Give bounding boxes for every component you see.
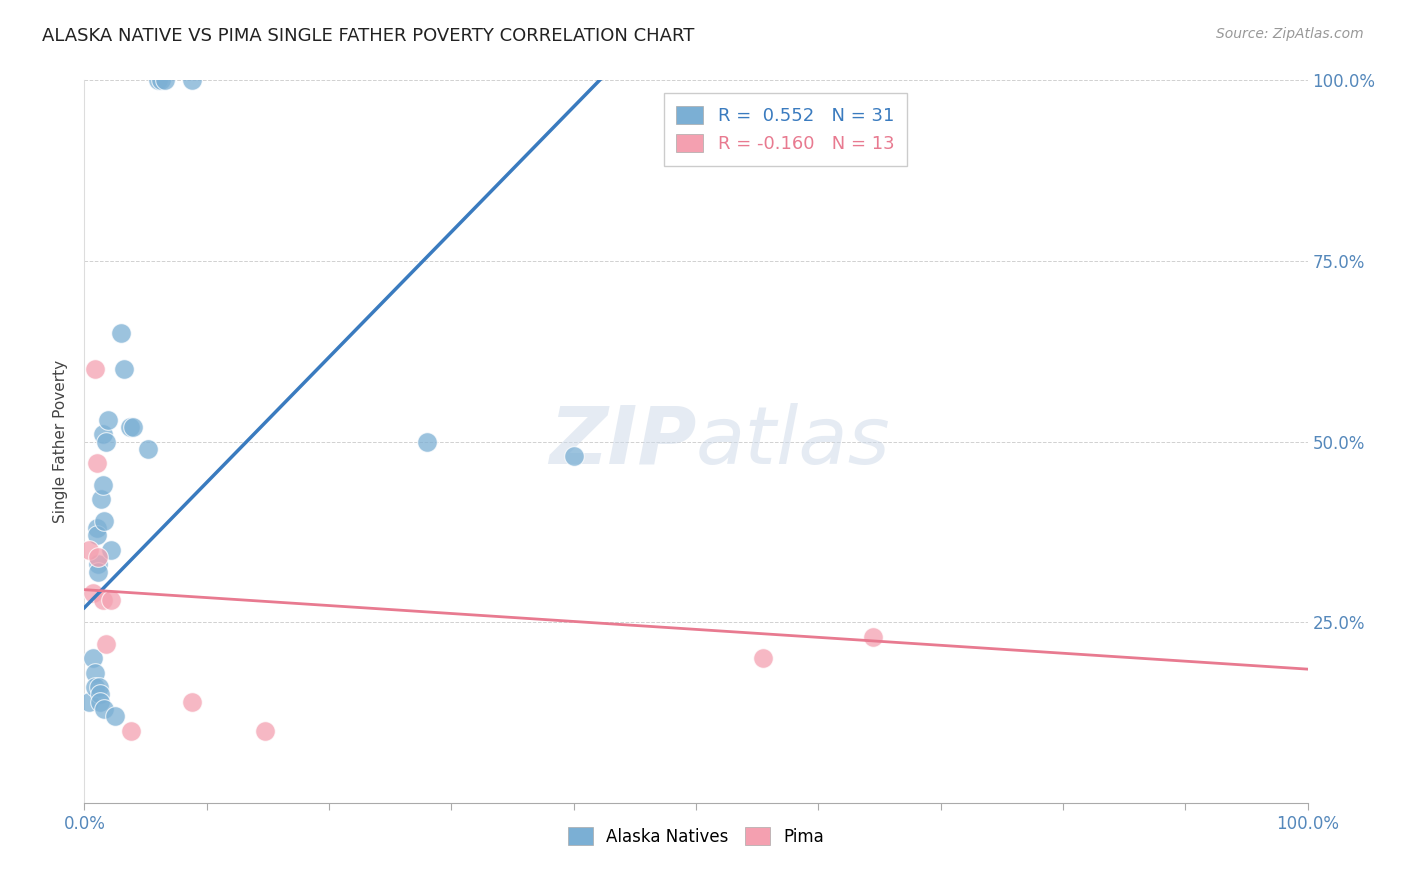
Point: [91, 593, 114, 607]
Point: [100, 593, 122, 607]
Point: [87, 558, 110, 572]
Text: atlas: atlas: [696, 402, 891, 481]
Point: [77, 542, 100, 557]
Point: [93, 702, 115, 716]
Point: [89, 687, 111, 701]
Point: [146, 73, 169, 87]
Point: [82, 586, 104, 600]
Point: [89, 695, 111, 709]
Point: [86, 521, 108, 535]
Point: [150, 73, 173, 87]
Point: [104, 709, 127, 723]
Point: [118, 420, 141, 434]
Point: [120, 723, 142, 738]
Text: ALASKA NATIVE VS PIMA SINGLE FATHER POVERTY CORRELATION CHART: ALASKA NATIVE VS PIMA SINGLE FATHER POVE…: [42, 27, 695, 45]
Point: [96, 637, 118, 651]
Point: [254, 723, 277, 738]
Point: [110, 326, 132, 340]
Point: [862, 630, 884, 644]
Point: [416, 434, 439, 449]
Point: [87, 565, 110, 579]
Legend: Alaska Natives, Pima: Alaska Natives, Pima: [561, 821, 831, 852]
Point: [77, 695, 100, 709]
Point: [181, 695, 204, 709]
Y-axis label: Single Father Poverty: Single Father Poverty: [53, 360, 69, 523]
Point: [97, 413, 120, 427]
Point: [86, 456, 108, 470]
Point: [112, 362, 135, 376]
Point: [84, 665, 107, 680]
Point: [84, 680, 107, 694]
Point: [100, 542, 122, 557]
Point: [82, 651, 104, 665]
Point: [84, 362, 107, 376]
Point: [91, 427, 114, 442]
Point: [122, 420, 145, 434]
Point: [90, 492, 112, 507]
Point: [96, 434, 118, 449]
Point: [562, 449, 585, 463]
Point: [153, 73, 176, 87]
Point: [93, 514, 115, 528]
Point: [86, 528, 108, 542]
Point: [87, 550, 110, 565]
Text: ZIP: ZIP: [548, 402, 696, 481]
Point: [87, 680, 110, 694]
Point: [752, 651, 775, 665]
Text: Source: ZipAtlas.com: Source: ZipAtlas.com: [1216, 27, 1364, 41]
Point: [136, 442, 159, 456]
Point: [91, 478, 114, 492]
Point: [181, 73, 204, 87]
